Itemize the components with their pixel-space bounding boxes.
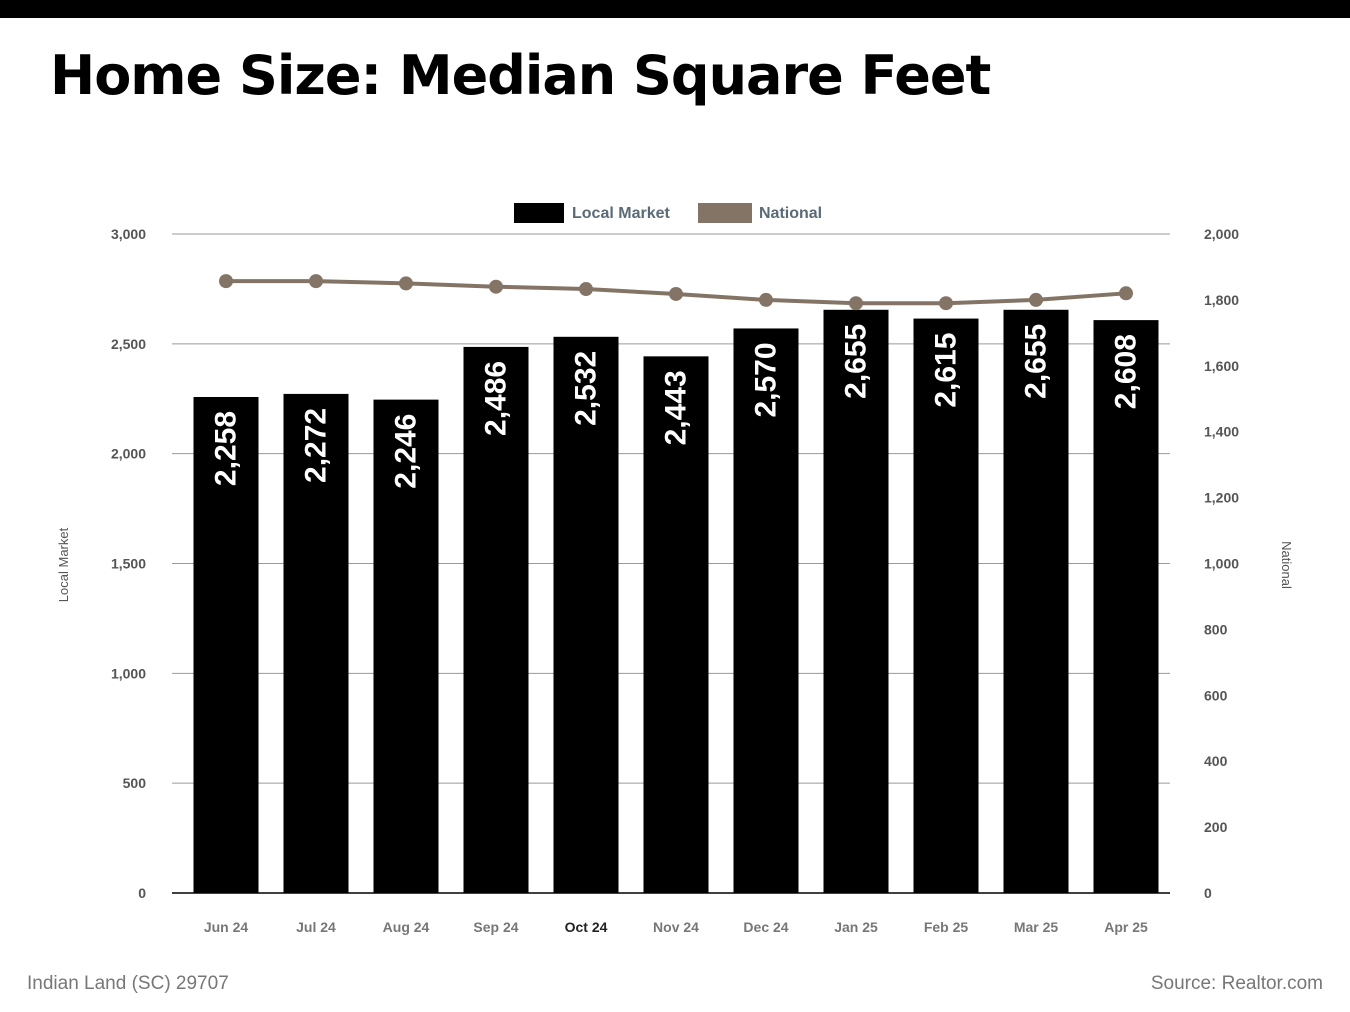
bar-value-label: 2,570	[750, 342, 783, 417]
bar	[553, 336, 619, 894]
x-tick-label: Dec 24	[743, 919, 788, 935]
y-tick-right: 800	[1204, 621, 1228, 637]
y-tick-left: 2,500	[111, 336, 146, 352]
legend-swatch-national	[698, 203, 752, 223]
national-point	[1119, 286, 1133, 301]
x-tick-label: Aug 24	[383, 919, 430, 935]
bars: 2,258 2,272 2,246 2,486 2,532 2,443 2,570 2,655…	[193, 309, 1159, 894]
bar-value-label: 2,608	[1110, 334, 1143, 409]
y-tick-right: 1,800	[1204, 292, 1239, 308]
x-tick-label: Sep 24	[473, 919, 518, 935]
source-label: Source: Realtor.com	[1150, 973, 1323, 994]
national-point	[219, 274, 233, 289]
bar	[1093, 320, 1159, 893]
bar-value-label: 2,486	[480, 361, 513, 436]
national-point	[669, 286, 683, 301]
axes: 0 500 1,000 1,500 2,000 2,500 3,000 0 200 400 600 8…	[56, 226, 1294, 935]
national-line	[219, 274, 1133, 311]
top-bar	[0, 0, 1350, 18]
y-tick-left: 3,000	[111, 226, 146, 242]
x-tick-label: Mar 25	[1014, 919, 1059, 935]
y-tick-left: 1,500	[111, 556, 146, 572]
bar	[373, 399, 439, 893]
bar-value-label: 2,272	[300, 408, 333, 483]
bar	[193, 396, 259, 893]
y-tick-right: 1,000	[1204, 556, 1239, 572]
bar-value-label: 2,532	[570, 351, 603, 426]
bar-value-label: 2,246	[390, 414, 423, 489]
y-tick-right: 2,000	[1204, 226, 1239, 242]
page-title: Home Size: Median Square Feet	[50, 44, 991, 107]
y-tick-right: 200	[1204, 819, 1228, 835]
location-label: Indian Land (SC) 29707	[27, 973, 229, 994]
y-tick-left: 1,000	[111, 665, 146, 681]
bar	[283, 393, 349, 893]
legend-label-local: Local Market	[572, 205, 670, 222]
bar-value-label: 2,258	[210, 411, 243, 486]
national-point	[939, 296, 953, 311]
bar-value-label: 2,443	[660, 370, 693, 445]
y-tick-left: 2,000	[111, 446, 146, 462]
x-tick-label: Jun 24	[204, 919, 249, 935]
national-point	[489, 279, 503, 294]
x-tick-label: Jul 24	[296, 919, 336, 935]
bar	[823, 309, 889, 893]
y-tick-right: 1,600	[1204, 358, 1239, 374]
x-tick-label: Oct 24	[565, 919, 608, 935]
bar	[733, 328, 799, 893]
x-tick-label: Jan 25	[834, 919, 878, 935]
y-tick-right: 600	[1204, 687, 1228, 703]
x-tick-label: Nov 24	[653, 919, 699, 935]
bar-value-label: 2,615	[930, 333, 963, 408]
legend: Local Market National	[514, 203, 822, 223]
national-point	[309, 274, 323, 289]
bar-value-label: 2,655	[1020, 324, 1053, 399]
y-axis-label-left: Local Market	[56, 527, 71, 602]
bar-value-label: 2,655	[840, 324, 873, 399]
bar	[643, 356, 709, 893]
bar	[1003, 309, 1069, 893]
legend-swatch-local	[514, 203, 564, 223]
y-tick-right: 1,200	[1204, 490, 1239, 506]
national-point	[1029, 292, 1043, 307]
legend-label-national: National	[759, 205, 822, 222]
y-tick-right: 0	[1204, 885, 1212, 901]
bar	[913, 318, 979, 893]
national-point	[399, 276, 413, 291]
x-tick-label: Apr 25	[1104, 919, 1148, 935]
national-point	[759, 292, 773, 307]
national-point	[849, 296, 863, 311]
y-tick-left: 500	[123, 775, 147, 791]
y-axis-label-right: National	[1279, 541, 1294, 589]
y-tick-right: 1,400	[1204, 424, 1239, 440]
x-tick-label: Feb 25	[924, 919, 969, 935]
bar	[463, 346, 529, 893]
y-tick-left: 0	[138, 885, 146, 901]
national-point	[579, 282, 593, 297]
y-tick-right: 400	[1204, 753, 1228, 769]
